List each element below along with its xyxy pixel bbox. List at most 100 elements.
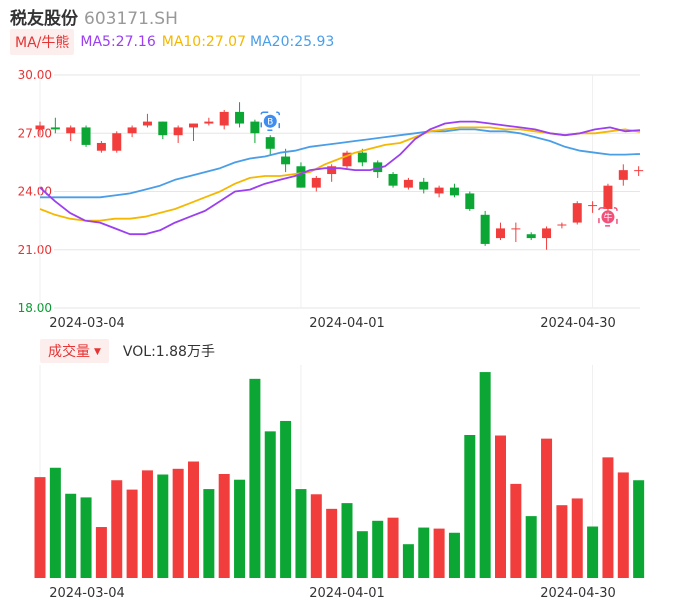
caret-down-icon: ▼: [94, 347, 101, 357]
ma-type-selector[interactable]: MA/牛熊: [10, 29, 75, 55]
volume-bar: [172, 468, 184, 578]
volume-bar: [633, 480, 645, 578]
stock-header: 税友股份 603171.SH: [10, 4, 178, 29]
y-tick-label: 18.00: [18, 301, 52, 315]
ma20-value: MA20:25.93: [250, 34, 335, 50]
volume-selector-label: 成交量: [48, 344, 90, 360]
volume-value: VOL:1.88万手: [122, 344, 215, 360]
candle: [219, 109, 229, 130]
candle-body: [204, 121, 214, 124]
candle-body: [189, 123, 198, 128]
stock-name: 税友股份: [10, 9, 78, 29]
volume-bar: [126, 489, 138, 578]
candle: [342, 150, 352, 169]
candle-body: [542, 228, 552, 239]
candle-body: [403, 179, 413, 188]
x-tick-label: 2024-03-04: [49, 316, 125, 331]
buy-signal-icon: B: [260, 111, 280, 131]
candle: [50, 117, 60, 134]
candle: [96, 141, 106, 153]
candle-body: [112, 133, 122, 151]
ma10-value: MA10:27.07: [161, 34, 247, 50]
ma5-value: MA5:27.16: [80, 34, 156, 50]
candle: [542, 226, 552, 250]
volume-bar: [95, 527, 107, 578]
volume-bar: [264, 431, 276, 578]
candle-body: [572, 203, 582, 223]
volume-bar: [571, 498, 583, 578]
volume-bar: [356, 531, 368, 578]
ma10-line: [39, 126, 641, 222]
x-tick-label: 2024-04-30: [540, 316, 616, 331]
candle-body: [142, 121, 152, 126]
candle-body: [603, 185, 613, 209]
x-tick-label: 2024-04-01: [309, 316, 385, 331]
candle: [634, 166, 644, 176]
candle-body: [81, 127, 91, 145]
volume-bar: [541, 438, 553, 578]
volume-bar: [188, 461, 199, 578]
candle: [403, 177, 413, 190]
candle-body: [634, 170, 644, 172]
candle-body: [311, 177, 321, 188]
candle-body: [50, 127, 60, 130]
candle-body: [66, 127, 76, 134]
volume-legend: 成交量 ▼ VOL:1.88万手: [40, 339, 215, 363]
candle-body: [265, 137, 275, 149]
candle: [526, 232, 536, 241]
volume-bar: [402, 544, 414, 578]
volume-bar: [326, 508, 338, 578]
volume-bar: [65, 493, 77, 578]
candle: [250, 119, 260, 143]
volume-bar: [49, 467, 61, 578]
y-tick-label: 27.00: [18, 126, 52, 140]
volume-x-tick-label: 2024-03-04: [49, 586, 125, 601]
candle-body: [158, 121, 168, 136]
candle: [449, 183, 459, 198]
marker-label: B: [267, 118, 273, 128]
ma-legend: MA/牛熊 MA5:27.16 MA10:27.07 MA20:25.93: [10, 29, 335, 55]
candle-body: [557, 224, 567, 226]
volume-bar: [479, 372, 491, 578]
candle-body: [511, 228, 521, 230]
candle: [419, 177, 429, 194]
candle-body: [96, 142, 106, 151]
candle: [142, 113, 152, 128]
volume-bar: [218, 474, 230, 578]
candle: [35, 121, 45, 136]
candle: [173, 125, 183, 143]
candle: [480, 210, 490, 246]
candle-body: [618, 170, 628, 180]
candle-body: [496, 228, 505, 239]
volume-bar: [372, 520, 384, 578]
ma5-line: [39, 120, 641, 236]
volume-bar: [280, 420, 292, 578]
marker-dot: [601, 210, 615, 224]
candle-body: [173, 127, 183, 136]
volume-bar: [141, 470, 153, 578]
volume-bar: [510, 483, 522, 578]
candle-body: [588, 205, 598, 207]
candle: [434, 185, 444, 198]
volume-bar: [587, 526, 599, 578]
candle: [112, 131, 122, 153]
volume-bar: [80, 497, 92, 578]
candle: [588, 201, 598, 213]
candle: [158, 121, 168, 140]
candle: [189, 123, 198, 142]
volume-bar: [418, 527, 430, 578]
candle: [127, 125, 137, 138]
volume-selector[interactable]: 成交量 ▼: [40, 339, 109, 363]
volume-bar: [111, 480, 123, 578]
candle: [388, 172, 398, 188]
y-tick-label: 21.00: [18, 243, 52, 257]
volume-bar: [249, 378, 261, 578]
bull-signal-icon: 牛: [598, 207, 618, 227]
marker-frame: [598, 207, 618, 227]
candle: [311, 175, 321, 192]
volume-bar: [617, 472, 629, 578]
candle-body: [465, 193, 475, 209]
volume-bar: [448, 532, 460, 578]
marker-label: 牛: [603, 211, 612, 223]
